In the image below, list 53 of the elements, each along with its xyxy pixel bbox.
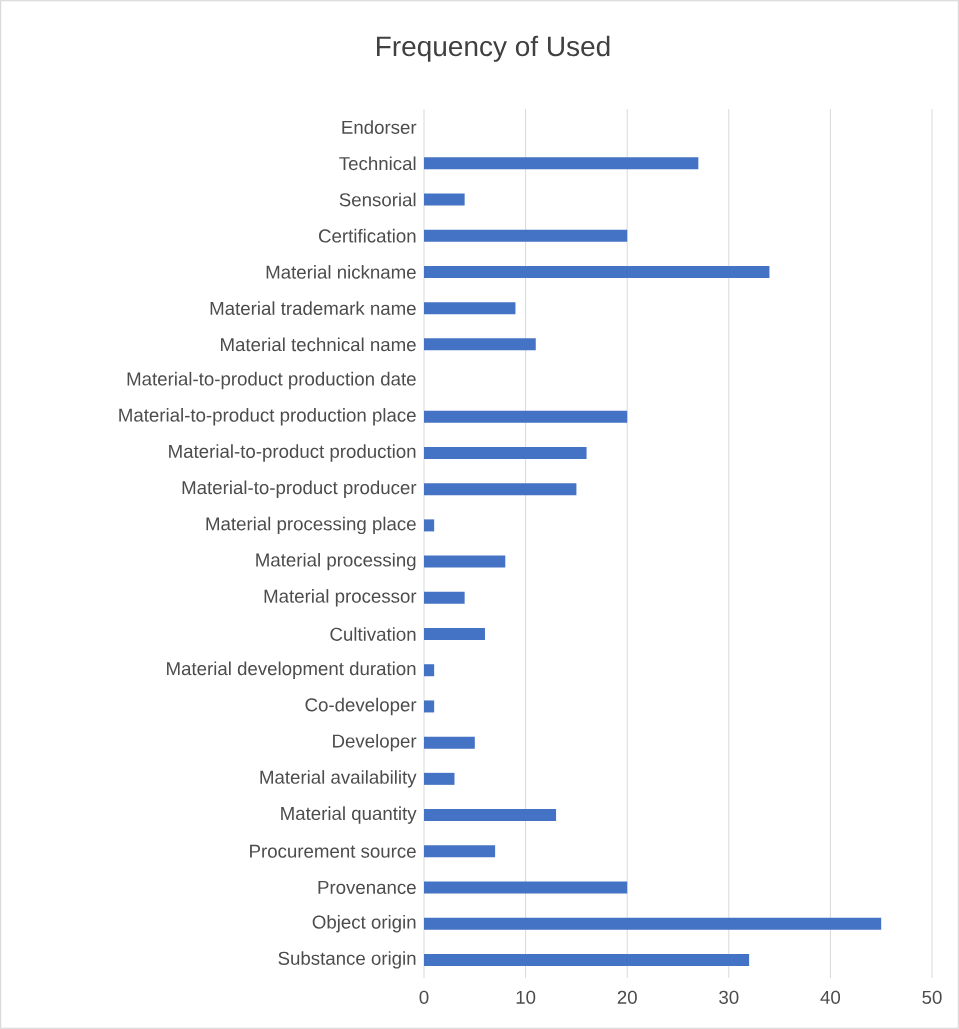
bar — [424, 953, 750, 966]
x-tick-label: 30 — [719, 990, 739, 1004]
bar — [424, 845, 496, 858]
bar — [424, 809, 557, 822]
y-tick-label: Endorser — [342, 120, 417, 134]
bar — [424, 555, 506, 568]
bar — [424, 229, 628, 242]
bar — [424, 664, 435, 677]
bar — [424, 302, 516, 315]
y-tick-label: Material-to-product production date — [127, 371, 416, 390]
bar — [424, 591, 465, 604]
bar — [424, 772, 455, 785]
bar — [424, 338, 536, 351]
bar — [424, 628, 485, 641]
y-tick-label: Material development duration — [167, 661, 416, 679]
y-tick-label: Co-developer — [305, 697, 417, 716]
y-tick-label: Developer — [333, 733, 417, 752]
y-tick-label: Material availability — [260, 770, 417, 788]
bar — [424, 265, 770, 278]
y-tick-label: Provenance — [318, 880, 416, 894]
y-tick-label: Material technical name — [221, 337, 416, 352]
y-tick-label: Material processing — [256, 552, 416, 571]
bar — [424, 881, 628, 894]
bar — [424, 157, 699, 170]
bar — [424, 446, 587, 459]
y-tick-label: Cultivation — [330, 627, 416, 641]
y-tick-label: Material-to-product producer — [182, 480, 417, 498]
y-tick-label: Material quantity — [281, 806, 417, 824]
y-tick-label: Material trademark name — [210, 301, 416, 315]
x-tick-label: 50 — [922, 990, 942, 1004]
y-tick-label: Certification — [319, 228, 416, 243]
y-tick-label: Technical — [339, 156, 416, 171]
bar — [424, 736, 475, 749]
y-tick-label: Material nickname — [266, 265, 416, 279]
y-tick-label: Substance origin — [278, 951, 416, 969]
y-tick-label: Procurement source — [250, 844, 416, 858]
x-tick-label: 0 — [419, 990, 429, 1004]
bar — [424, 410, 628, 423]
y-tick-label: Material-to-product production place — [119, 408, 416, 426]
x-tick-label: 20 — [617, 990, 637, 1004]
x-tick-label: 40 — [820, 990, 841, 1004]
bar — [424, 193, 465, 206]
y-tick-label: Sensorial — [339, 192, 416, 207]
bar — [424, 519, 435, 532]
x-tick-label: 10 — [516, 990, 536, 1004]
bar — [424, 700, 435, 713]
chart-title: Frequency of Used — [377, 35, 610, 62]
bar — [424, 917, 882, 930]
y-tick-label: Material processor — [264, 589, 417, 607]
y-tick-label: Object origin — [312, 914, 416, 933]
y-tick-label: Material processing place — [206, 516, 416, 535]
y-tick-label: Material-to-product production — [169, 444, 416, 462]
bar — [424, 483, 577, 496]
